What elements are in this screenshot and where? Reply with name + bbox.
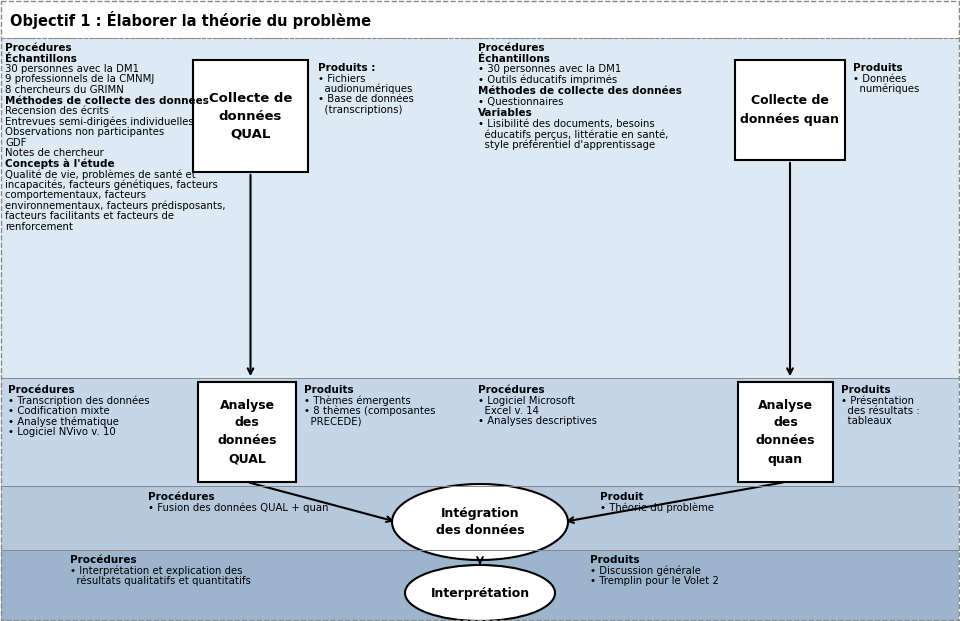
Text: Collecte de
données
QUAL: Collecte de données QUAL <box>209 91 292 140</box>
Text: • Analyses descriptives: • Analyses descriptives <box>478 417 597 427</box>
Text: • Logiciel NVivo v. 10: • Logiciel NVivo v. 10 <box>8 427 116 437</box>
Text: Collecte de
données quan: Collecte de données quan <box>740 94 839 125</box>
Text: éducatifs perçus, littératie en santé,: éducatifs perçus, littératie en santé, <box>478 129 668 140</box>
Text: • Présentation: • Présentation <box>841 396 914 406</box>
Ellipse shape <box>392 484 568 560</box>
Text: PRECEDE): PRECEDE) <box>304 417 362 427</box>
Text: environnementaux, facteurs prédisposants,: environnementaux, facteurs prédisposants… <box>5 201 226 211</box>
Text: 9 professionnels de la CMNMJ: 9 professionnels de la CMNMJ <box>5 75 155 84</box>
Text: Variables: Variables <box>478 108 533 118</box>
Text: Intégration
des données: Intégration des données <box>436 507 524 537</box>
Text: • Base de données: • Base de données <box>318 94 414 104</box>
Text: • Théorie du problème: • Théorie du problème <box>600 502 714 513</box>
Text: des résultats :: des résultats : <box>841 406 920 416</box>
Text: Produits: Produits <box>841 385 891 395</box>
Bar <box>1 486 959 550</box>
Text: Objectif 1 : Élaborer la théorie du problème: Objectif 1 : Élaborer la théorie du prob… <box>10 11 372 29</box>
Bar <box>735 60 845 160</box>
Text: GDF: GDF <box>5 137 26 148</box>
Text: renforcement: renforcement <box>5 222 73 232</box>
Text: Observations non participantes: Observations non participantes <box>5 127 164 137</box>
Text: 30 personnes avec la DM1: 30 personnes avec la DM1 <box>5 64 139 74</box>
Text: Concepts à l'étude: Concepts à l'étude <box>5 158 114 169</box>
Text: Notes de chercheur: Notes de chercheur <box>5 148 104 158</box>
Text: • Logiciel Microsoft: • Logiciel Microsoft <box>478 396 575 406</box>
Ellipse shape <box>405 565 555 621</box>
Text: Produits: Produits <box>590 555 639 565</box>
Text: Interprétation: Interprétation <box>430 586 530 599</box>
Text: Procédures: Procédures <box>478 43 544 53</box>
Bar <box>1 378 959 486</box>
Text: Procédures: Procédures <box>70 555 136 565</box>
Text: • Lisibilité des documents, besoins: • Lisibilité des documents, besoins <box>478 119 655 129</box>
Text: incapacités, facteurs génétiques, facteurs: incapacités, facteurs génétiques, facteu… <box>5 179 218 190</box>
Bar <box>198 382 296 482</box>
Text: 8 chercheurs du GRIMN: 8 chercheurs du GRIMN <box>5 85 124 95</box>
Text: Échantillons: Échantillons <box>5 53 77 63</box>
Text: comportementaux, facteurs: comportementaux, facteurs <box>5 190 146 200</box>
Text: • Interprétation et explication des: • Interprétation et explication des <box>70 566 243 576</box>
Text: Méthodes de collecte des données: Méthodes de collecte des données <box>5 96 209 106</box>
Text: • Données: • Données <box>853 73 906 83</box>
Text: (transcriptions): (transcriptions) <box>318 105 402 115</box>
Text: • Discussion générale: • Discussion générale <box>590 566 701 576</box>
Text: Méthodes de collecte des données: Méthodes de collecte des données <box>478 86 682 96</box>
Text: • Codification mixte: • Codification mixte <box>8 406 109 416</box>
Text: numériques: numériques <box>853 84 920 94</box>
Text: Analyse
des
données
quan: Analyse des données quan <box>756 399 815 466</box>
Text: facteurs facilitants et facteurs de: facteurs facilitants et facteurs de <box>5 211 174 221</box>
Text: Qualité de vie, problèmes de santé et: Qualité de vie, problèmes de santé et <box>5 169 196 179</box>
Text: Entrevues semi-dirigées individuelles: Entrevues semi-dirigées individuelles <box>5 117 194 127</box>
Text: • Analyse thématique: • Analyse thématique <box>8 417 119 427</box>
Text: • Outils éducatifs imprimés: • Outils éducatifs imprimés <box>478 75 617 85</box>
Text: Recension des écrits: Recension des écrits <box>5 106 108 116</box>
Text: Produits: Produits <box>304 385 353 395</box>
Bar <box>1 1 959 38</box>
Bar <box>193 60 308 172</box>
Text: Produits: Produits <box>853 63 902 73</box>
Text: Procédures: Procédures <box>8 385 75 395</box>
Text: • Tremplin pour le Volet 2: • Tremplin pour le Volet 2 <box>590 576 719 586</box>
Text: résultats qualitatifs et quantitatifs: résultats qualitatifs et quantitatifs <box>70 576 251 586</box>
Text: style préférentiel d'apprentissage: style préférentiel d'apprentissage <box>478 140 655 150</box>
Text: • Questionnaires: • Questionnaires <box>478 96 564 106</box>
Text: • Thèmes émergents: • Thèmes émergents <box>304 396 411 406</box>
Text: • 30 personnes avec la DM1: • 30 personnes avec la DM1 <box>478 64 621 74</box>
Bar <box>1 38 959 378</box>
Bar <box>738 382 833 482</box>
Text: Procédures: Procédures <box>5 43 72 53</box>
Text: Échantillons: Échantillons <box>478 53 550 63</box>
Text: Analyse
des
données
QUAL: Analyse des données QUAL <box>217 399 276 466</box>
Text: audionumériques: audionumériques <box>318 84 413 94</box>
Text: tableaux: tableaux <box>841 417 892 427</box>
Text: Procédures: Procédures <box>478 385 544 395</box>
Text: Produits :: Produits : <box>318 63 375 73</box>
Text: Excel v. 14: Excel v. 14 <box>478 406 539 416</box>
Text: Procédures: Procédures <box>148 492 215 502</box>
Text: • Fusion des données QUAL + quan: • Fusion des données QUAL + quan <box>148 502 328 513</box>
Text: • 8 thèmes (composantes: • 8 thèmes (composantes <box>304 406 436 417</box>
Text: • Fichiers: • Fichiers <box>318 73 366 83</box>
Text: Produit: Produit <box>600 492 643 502</box>
Text: • Transcription des données: • Transcription des données <box>8 396 150 406</box>
Bar <box>1 550 959 621</box>
